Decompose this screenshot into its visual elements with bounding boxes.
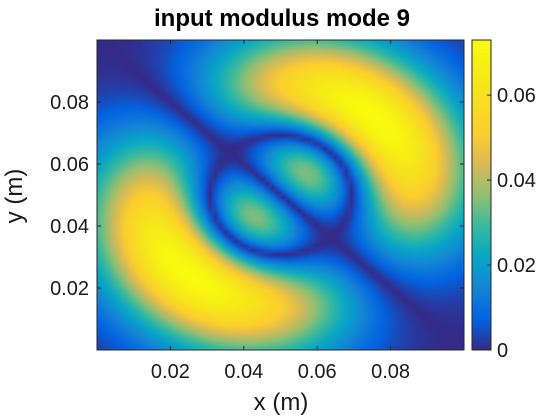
heatmap-image [97,40,464,350]
colorbar-tick-label: 0 [497,340,508,362]
y-axis-label: y (m) [1,169,28,224]
colorbar [471,39,492,351]
colorbar-tick-label: 0.06 [497,85,536,107]
y-tick-label: 0.02 [50,278,89,300]
plot-frame [96,39,465,351]
x-axis-label: x (m) [254,389,309,416]
y-axis: 0.02 0.04 0.06 0.08 [50,92,464,300]
heatmap [97,40,464,350]
x-tick-label: 0.02 [151,361,190,383]
colorbar-tick-label: 0.04 [497,170,536,192]
colorbar-tick-label: 0.02 [497,255,536,277]
colorbar-ticks: 0 0.02 0.04 0.06 [487,85,536,362]
chart-title: input modulus mode 9 [154,5,410,32]
x-tick-label: 0.04 [224,361,263,383]
y-tick-label: 0.04 [50,216,89,238]
y-tick-label: 0.06 [50,154,89,176]
y-tick-label: 0.08 [50,92,89,114]
x-tick-label: 0.08 [371,361,410,383]
x-tick-label: 0.06 [298,361,337,383]
x-axis: 0.02 0.04 0.06 0.08 [151,40,410,383]
